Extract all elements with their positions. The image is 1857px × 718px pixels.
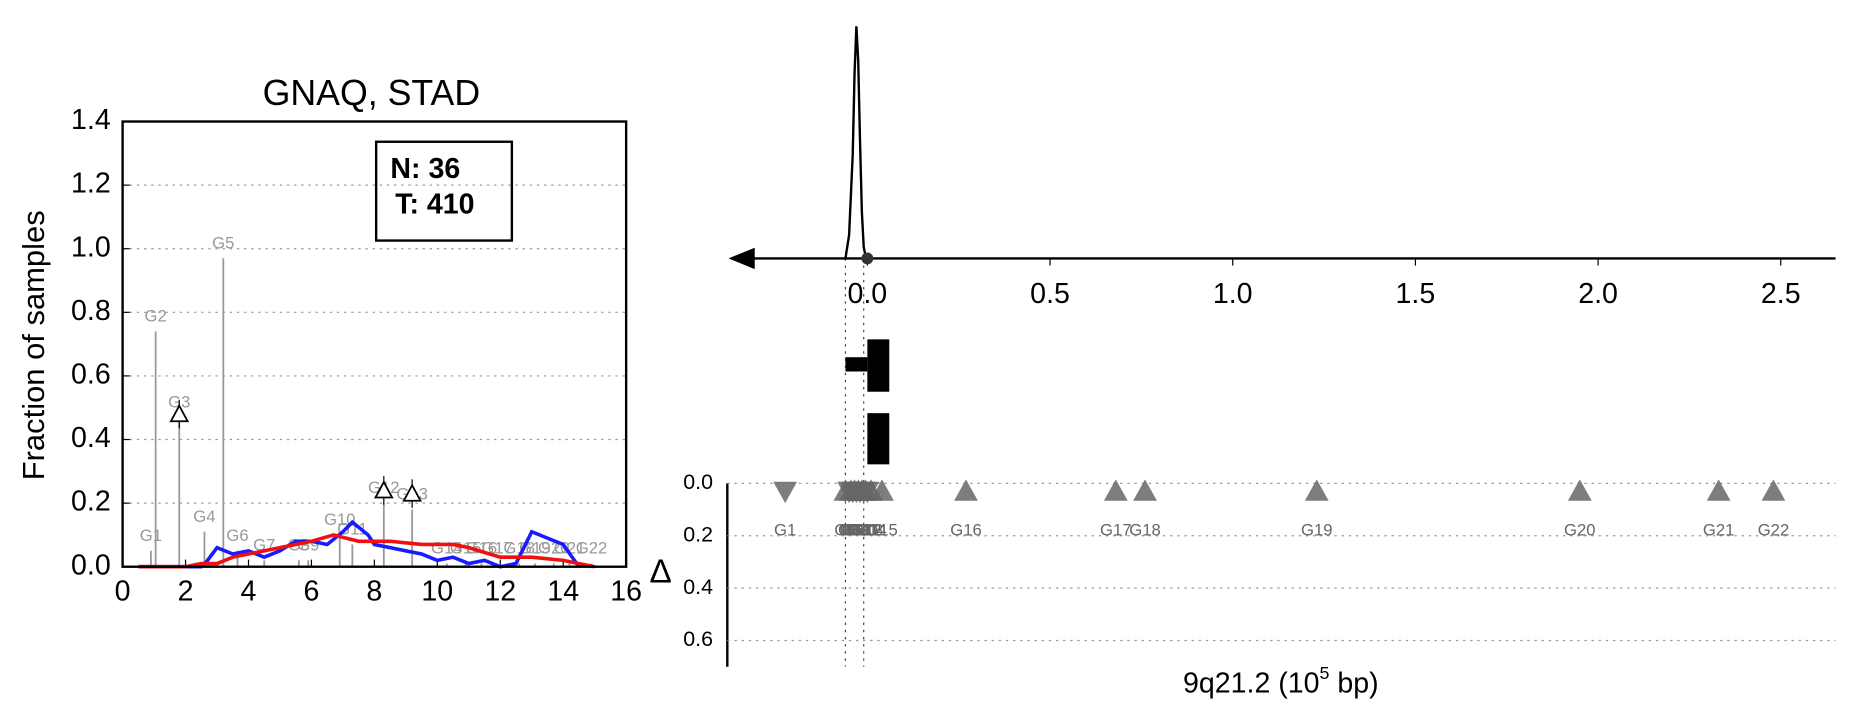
- gene-label: G2: [145, 307, 167, 326]
- y-tick-label: 0.0: [71, 549, 111, 581]
- gene-label: G11: [849, 520, 879, 539]
- gene-label: G6: [843, 520, 865, 539]
- gene-label: G18: [1129, 520, 1160, 539]
- y-tick-label: 1.0: [71, 231, 111, 263]
- density-curve: [844, 26, 869, 260]
- y-tick-label: 0.6: [683, 627, 713, 651]
- gene-label: G14: [855, 520, 886, 539]
- gene-marker: [1706, 479, 1731, 501]
- delta-marker: [169, 403, 190, 423]
- x-tick-label: 1.0: [1213, 278, 1253, 310]
- x-tick-label: 2.5: [1761, 278, 1801, 310]
- x-tick-label: 0.5: [1030, 278, 1070, 310]
- gene-label: G11: [337, 520, 367, 539]
- segment: [845, 357, 868, 372]
- gene-label: G7: [845, 520, 867, 539]
- annotation-box: [374, 140, 514, 242]
- x-axis-label: 9q21.2 (105 bp): [1183, 663, 1379, 700]
- y-tick-label: 0.0: [683, 470, 713, 494]
- segment: [867, 339, 890, 392]
- x-tick-label: 10: [421, 575, 453, 607]
- gene-label: G2: [834, 520, 856, 539]
- x-tick-label: 2: [178, 575, 194, 607]
- gene-label: G16: [950, 520, 981, 539]
- x-tick-label: 12: [484, 575, 516, 607]
- gene-label: G21: [1703, 520, 1734, 539]
- gene-label: G5: [842, 520, 864, 539]
- gene-marker: [773, 481, 798, 504]
- y-tick-label: 0.4: [683, 575, 713, 599]
- origin-dot: [861, 252, 874, 265]
- gene-marker: [1304, 479, 1329, 501]
- x-tick-label: 2.0: [1578, 278, 1618, 310]
- y-tick-label: 1.4: [71, 104, 111, 136]
- gene-label: G6: [226, 526, 248, 545]
- gene-marker: [954, 479, 978, 501]
- delta-marker: [402, 483, 422, 502]
- gene-label: G5: [212, 233, 234, 252]
- gene-label: G22: [1758, 520, 1789, 539]
- gene-label: G8: [847, 520, 869, 539]
- plot-frame: [121, 120, 628, 568]
- segment: [867, 413, 890, 465]
- x-tick-label: 8: [366, 575, 382, 607]
- gene-label: G10: [846, 520, 877, 539]
- x-tick-label: 16: [610, 575, 642, 607]
- gene-label: G1: [140, 526, 162, 545]
- annotation: N: 36: [390, 153, 460, 185]
- gene-label: G3: [838, 520, 860, 539]
- gene-label: G9: [849, 520, 871, 539]
- gene-marker: [1761, 479, 1786, 501]
- x-label-exponent: 5: [1320, 663, 1330, 683]
- gene-marker: [1103, 479, 1128, 501]
- y-tick-label: 1.2: [71, 168, 111, 200]
- gene-marker: [1567, 479, 1592, 501]
- x-label-part: bp): [1329, 667, 1378, 699]
- y-tick-label: 0.4: [71, 422, 111, 454]
- y-tick-label: 0.6: [71, 358, 111, 390]
- y-axis-label: Fraction of samples: [16, 210, 51, 480]
- annotation: T: 410: [395, 189, 474, 221]
- gene-label: G19: [1301, 520, 1332, 539]
- gene-label: G1: [774, 520, 796, 539]
- gene-marker: [870, 479, 894, 501]
- x-tick-label: 4: [241, 575, 257, 607]
- gene-label: G10: [324, 510, 355, 529]
- y-tick-label: 0.8: [71, 295, 111, 327]
- gene-label: G15: [866, 520, 897, 539]
- x-tick-label: 14: [547, 575, 579, 607]
- axis-arrow: [728, 247, 755, 270]
- y-axis-label: Δ: [650, 554, 672, 591]
- gene-label: G20: [1564, 520, 1595, 539]
- gene-marker: [1133, 479, 1157, 501]
- series-line: [138, 533, 596, 569]
- x-tick-label: 6: [303, 575, 319, 607]
- gene-label: G17: [1100, 520, 1131, 539]
- chart-title: GNAQ, STAD: [263, 73, 481, 113]
- x-label-part: 9q21.2 (10: [1183, 667, 1320, 699]
- y-tick-label: 0.2: [683, 522, 713, 546]
- x-tick-label: 0.0: [848, 278, 888, 310]
- gene-label: G4: [193, 507, 215, 526]
- gene-label: G13: [852, 520, 883, 539]
- x-tick-label: 1.5: [1396, 278, 1436, 310]
- gene-label: G12: [850, 520, 881, 539]
- x-tick-label: 0: [115, 575, 131, 607]
- gene-label: G22: [576, 539, 607, 558]
- delta-marker: [373, 480, 394, 499]
- gene-label: G4: [840, 520, 862, 539]
- y-tick-label: 0.2: [71, 486, 111, 518]
